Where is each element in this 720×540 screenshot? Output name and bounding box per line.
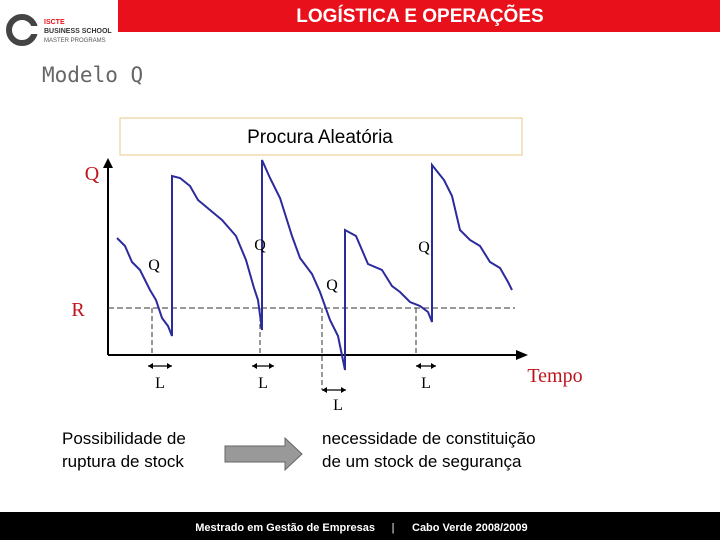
arrow-head — [167, 363, 172, 369]
l-label: L — [333, 397, 343, 414]
header-title: LOGÍSTICA E OPERAÇÕES — [296, 5, 543, 27]
arrow-head — [341, 387, 346, 393]
q-label: Q — [148, 257, 160, 274]
q-label: Q — [418, 239, 430, 256]
arrow-head — [269, 363, 274, 369]
arrow-head — [416, 363, 421, 369]
reorder-label: R — [71, 299, 85, 321]
arrow-head — [103, 158, 113, 168]
logo-text: MASTER PROGRAMS — [44, 38, 106, 44]
l-label: L — [421, 375, 431, 392]
stock-curve — [116, 159, 513, 371]
x-axis-label: Tempo — [527, 365, 582, 387]
footer-separator: | — [392, 522, 395, 534]
q-label: Q — [254, 237, 266, 254]
arrow-head — [148, 363, 153, 369]
arrow-head — [516, 350, 528, 360]
lead-lines — [151, 308, 417, 390]
l-label: L — [258, 375, 268, 392]
logo: ISCTE BUSINESS SCHOOL MASTER PROGRAMS — [6, 14, 112, 46]
axes — [107, 165, 520, 356]
arrow-head — [431, 363, 436, 369]
logo-text: BUSINESS SCHOOL — [44, 28, 112, 35]
header-bar — [118, 0, 720, 32]
arrow-head — [322, 387, 327, 393]
note-left: Possibilidade de — [62, 429, 186, 448]
arrow — [224, 436, 303, 472]
note-right: de um stock de segurança — [322, 452, 522, 471]
box-title: Procura Aleatória — [247, 127, 393, 148]
footer-place: Cabo Verde 2008/2009 — [412, 522, 528, 534]
arrow-head — [252, 363, 257, 369]
logo-text: ISCTE — [44, 19, 65, 26]
slide-title: Modelo Q — [42, 63, 143, 87]
q-label: Q — [326, 277, 338, 294]
lead-arrow-heads — [148, 363, 436, 393]
l-label: L — [155, 375, 165, 392]
box — [119, 117, 523, 156]
footer-program: Mestrado em Gestão de Empresas — [195, 522, 375, 534]
lead-arrows — [148, 365, 436, 391]
logo-cut — [22, 26, 38, 34]
y-axis-label: Q — [85, 163, 100, 185]
note-right: necessidade de constituição — [322, 429, 536, 448]
footer-bar — [0, 512, 720, 540]
note-left: ruptura de stock — [62, 452, 184, 471]
